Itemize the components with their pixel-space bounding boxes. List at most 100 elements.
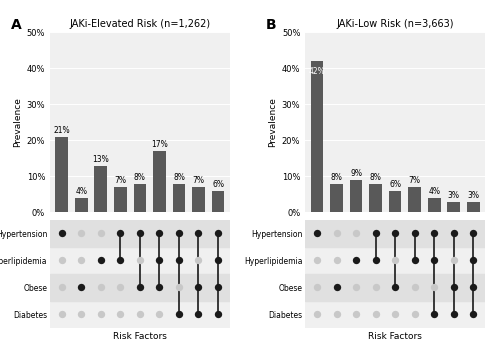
Point: [450, 311, 458, 317]
Point: [58, 230, 66, 236]
Bar: [408, 187, 421, 212]
Text: 6%: 6%: [212, 180, 224, 189]
Point: [450, 257, 458, 263]
Point: [391, 284, 399, 290]
Point: [313, 257, 321, 263]
Point: [156, 230, 164, 236]
Title: JAKi-Low Risk (n=3,663): JAKi-Low Risk (n=3,663): [336, 19, 454, 29]
Bar: [75, 198, 88, 212]
Point: [332, 257, 340, 263]
Point: [58, 284, 66, 290]
Point: [214, 230, 222, 236]
Text: 7%: 7%: [114, 176, 126, 185]
Point: [136, 311, 144, 317]
Text: 13%: 13%: [92, 155, 109, 164]
Point: [116, 230, 124, 236]
Bar: [330, 184, 343, 212]
Point: [136, 284, 144, 290]
Point: [352, 284, 360, 290]
Point: [410, 257, 418, 263]
Point: [332, 311, 340, 317]
Bar: [134, 184, 146, 212]
Point: [470, 284, 478, 290]
Bar: [350, 180, 362, 212]
Point: [410, 311, 418, 317]
Text: 7%: 7%: [192, 176, 204, 185]
Bar: [153, 151, 166, 212]
Text: 42%: 42%: [308, 67, 326, 76]
Text: 3%: 3%: [448, 191, 460, 200]
Point: [214, 257, 222, 263]
Point: [470, 257, 478, 263]
Point: [410, 284, 418, 290]
Text: 21%: 21%: [54, 126, 70, 135]
Point: [450, 284, 458, 290]
Point: [352, 311, 360, 317]
Bar: [212, 191, 224, 212]
Bar: [310, 61, 324, 212]
Point: [116, 257, 124, 263]
Text: 4%: 4%: [76, 187, 88, 196]
Point: [97, 257, 105, 263]
Bar: [369, 184, 382, 212]
Text: 8%: 8%: [134, 173, 146, 182]
Point: [78, 230, 86, 236]
Point: [214, 311, 222, 317]
Point: [391, 311, 399, 317]
Point: [58, 257, 66, 263]
Text: A: A: [10, 18, 21, 32]
Point: [470, 311, 478, 317]
Bar: [114, 187, 126, 212]
Point: [372, 284, 380, 290]
Text: 17%: 17%: [151, 140, 168, 149]
Bar: [389, 191, 402, 212]
Y-axis label: Prevalence: Prevalence: [14, 98, 22, 147]
Point: [430, 230, 438, 236]
Point: [352, 257, 360, 263]
Point: [372, 257, 380, 263]
Bar: [305, 220, 485, 247]
Point: [391, 230, 399, 236]
Text: 8%: 8%: [173, 173, 185, 182]
Point: [313, 230, 321, 236]
Point: [97, 284, 105, 290]
Point: [156, 257, 164, 263]
Bar: [192, 187, 205, 212]
Text: B: B: [266, 18, 276, 32]
Point: [313, 311, 321, 317]
Point: [214, 284, 222, 290]
Point: [136, 257, 144, 263]
Point: [194, 284, 202, 290]
Point: [372, 230, 380, 236]
Y-axis label: Prevalence: Prevalence: [268, 98, 278, 147]
Point: [430, 311, 438, 317]
Point: [194, 311, 202, 317]
Bar: [50, 220, 230, 247]
Point: [430, 284, 438, 290]
Text: 7%: 7%: [408, 176, 420, 185]
Point: [175, 230, 183, 236]
Point: [116, 311, 124, 317]
Point: [175, 257, 183, 263]
Point: [175, 311, 183, 317]
Point: [97, 311, 105, 317]
Bar: [428, 198, 440, 212]
Point: [313, 284, 321, 290]
X-axis label: Risk Factors: Risk Factors: [368, 332, 422, 341]
Point: [78, 257, 86, 263]
Bar: [172, 184, 186, 212]
Point: [136, 230, 144, 236]
Bar: [305, 274, 485, 301]
Bar: [50, 274, 230, 301]
Text: 8%: 8%: [370, 173, 382, 182]
Point: [116, 284, 124, 290]
Text: 3%: 3%: [468, 191, 479, 200]
Point: [78, 311, 86, 317]
Point: [194, 230, 202, 236]
Point: [194, 257, 202, 263]
Point: [78, 284, 86, 290]
Text: 8%: 8%: [330, 173, 342, 182]
Bar: [94, 166, 107, 212]
Text: 4%: 4%: [428, 187, 440, 196]
Point: [372, 311, 380, 317]
